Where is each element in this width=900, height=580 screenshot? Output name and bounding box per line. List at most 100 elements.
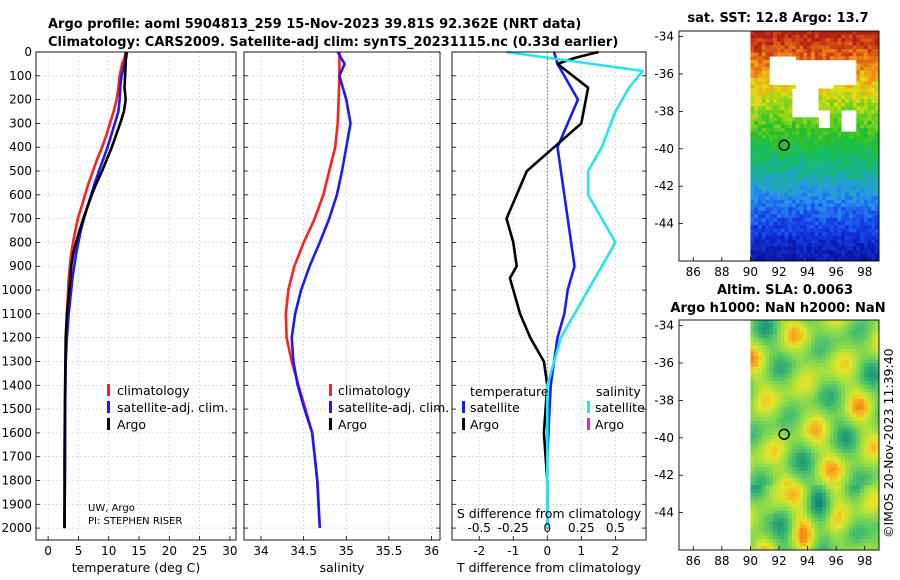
- map-cell: [792, 467, 797, 472]
- map-cell: [863, 189, 869, 194]
- map-cell: [765, 243, 770, 248]
- map-cell: [822, 402, 827, 407]
- map-cell: [844, 456, 850, 461]
- map-cell: [807, 146, 812, 150]
- map-cell: [776, 514, 782, 519]
- map-cell: [799, 452, 804, 457]
- map-cell: [769, 171, 774, 176]
- map-cell: [776, 95, 782, 100]
- map-cell: [826, 221, 831, 226]
- map-cell: [769, 243, 774, 248]
- map-cell: [773, 135, 778, 140]
- map-cell: [795, 250, 800, 255]
- map-cell: [776, 532, 782, 537]
- map-cell: [841, 250, 846, 255]
- map-cell: [780, 88, 785, 93]
- map-cell: [844, 99, 850, 104]
- map-cell: [829, 381, 835, 386]
- map-cell: [792, 34, 797, 39]
- map-cell: [807, 355, 812, 360]
- map-cell: [814, 521, 819, 526]
- map-cell: [841, 492, 846, 497]
- map-cell: [754, 341, 759, 346]
- map-cell: [807, 138, 812, 143]
- map-cell: [848, 406, 853, 411]
- map-cell: [765, 88, 770, 93]
- map-cell: [757, 156, 763, 161]
- map-cell: [848, 146, 853, 150]
- map-cell: [780, 171, 785, 176]
- map-cell: [829, 514, 835, 519]
- map-cell: [875, 181, 880, 186]
- map-cell: [814, 320, 819, 324]
- map-cell: [818, 532, 823, 537]
- map-cell: [784, 384, 789, 389]
- map-cell: [784, 199, 789, 204]
- map-cell: [788, 257, 793, 262]
- map-cell: [848, 442, 853, 447]
- map-x-tick-label: 92: [771, 265, 786, 279]
- map-cell: [769, 370, 774, 375]
- map-cell: [788, 395, 793, 400]
- map-cell: [860, 95, 865, 100]
- map-cell: [792, 514, 797, 519]
- map-cell: [776, 435, 782, 439]
- map-cell: [848, 517, 853, 522]
- map-cell: [863, 474, 869, 479]
- map-cell: [856, 467, 861, 472]
- map-frame: [678, 30, 880, 262]
- map-cell: [841, 174, 846, 179]
- map-cell: [875, 438, 880, 443]
- map-cell: [799, 160, 804, 165]
- map-cell: [769, 460, 774, 465]
- map-cell: [863, 117, 869, 122]
- map-cell: [780, 113, 785, 118]
- map-cell: [799, 56, 804, 61]
- map-cell: [788, 348, 793, 353]
- map-cell: [780, 510, 785, 515]
- map-cell: [799, 142, 804, 147]
- map-cell: [795, 467, 800, 472]
- map-cell: [826, 106, 831, 111]
- map-cell: [792, 214, 797, 219]
- map-cell: [780, 52, 785, 57]
- map-cell: [761, 243, 766, 248]
- map-cell: [867, 334, 872, 339]
- map-cell: [818, 102, 823, 107]
- map-cell: [856, 31, 861, 35]
- map-cell: [863, 38, 869, 43]
- map-cell: [826, 192, 831, 197]
- map-cell: [860, 41, 865, 46]
- map-cell: [826, 445, 831, 450]
- map-cell: [860, 99, 865, 104]
- map-cell: [852, 207, 857, 212]
- map-cell: [776, 442, 782, 447]
- map-cell: [860, 517, 865, 522]
- map-cell: [784, 228, 789, 233]
- map-cell: [807, 341, 812, 346]
- map-cell: [829, 452, 835, 457]
- map-cell: [773, 467, 778, 472]
- map-cell: [841, 210, 846, 215]
- map-cell: [788, 185, 793, 190]
- map-cell: [750, 257, 755, 262]
- map-cell: [833, 181, 838, 186]
- map-cell: [852, 345, 857, 350]
- map-cell: [814, 431, 819, 436]
- map-cell: [875, 185, 880, 190]
- map-cell: [795, 330, 800, 335]
- axes-frame: [451, 51, 647, 541]
- map-cell: [795, 181, 800, 186]
- map-cell: [848, 435, 853, 439]
- map-cell: [814, 492, 819, 497]
- map-cell: [757, 160, 763, 165]
- map-cell: [754, 217, 759, 222]
- map-cell: [852, 232, 857, 237]
- map-cell: [841, 452, 846, 457]
- map-cell: [833, 250, 838, 255]
- map-cell: [757, 221, 763, 226]
- map-cell: [871, 470, 876, 475]
- map-cell: [773, 402, 778, 407]
- map-cell: [750, 117, 755, 122]
- map-cell: [852, 485, 857, 490]
